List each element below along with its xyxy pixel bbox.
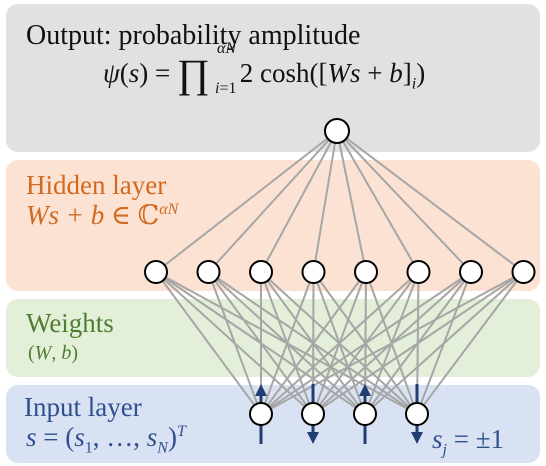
weight-edge <box>260 271 420 415</box>
hidden-node <box>301 260 326 284</box>
hidden-layer-formula: Ws + b ∈ ℂαN <box>26 200 179 230</box>
hidden-layer-title: Hidden layer <box>26 170 167 200</box>
output-node <box>324 118 350 144</box>
edge-hidden-output <box>260 130 338 273</box>
output-layer-panel <box>6 4 540 152</box>
input-layer-title: Input layer <box>24 392 142 422</box>
arrowhead-icon <box>359 384 371 396</box>
hidden-node <box>144 260 168 284</box>
output-formula: ψ(s) = ∏ αN i=1 2 cosh([Ws + b]i) <box>103 40 426 97</box>
arrowhead-icon <box>411 432 423 444</box>
hidden-node <box>354 260 378 284</box>
hidden-node <box>196 260 221 284</box>
edge-hidden-output <box>336 130 420 273</box>
weights-params: (W, b) <box>28 342 79 364</box>
spin-value-label: sj = ±1 <box>432 424 505 459</box>
weight-edge <box>260 271 524 415</box>
weight-edge <box>260 271 315 415</box>
weights-title: Weights <box>26 308 114 338</box>
weight-edge <box>207 271 262 415</box>
edge-hidden-output <box>336 130 525 273</box>
edge-hidden-output <box>207 130 338 273</box>
output-title: Output: probability amplitude <box>26 20 361 51</box>
hidden-node <box>459 260 483 284</box>
edge-hidden-output <box>336 130 472 273</box>
hidden-node <box>406 260 431 284</box>
weight-edge <box>155 271 262 415</box>
arrowhead-icon <box>255 384 267 396</box>
hidden-node <box>249 260 273 284</box>
input-node <box>353 402 377 426</box>
edge-hidden-output <box>155 130 338 273</box>
arrowhead-icon <box>307 432 319 444</box>
weight-edge <box>416 271 525 415</box>
input-node <box>405 402 429 426</box>
weight-edge <box>364 271 525 415</box>
input-layer-formula: s = (s1, …, sN)T <box>26 422 186 457</box>
input-node <box>249 402 273 426</box>
weight-edge <box>312 271 525 415</box>
edge-hidden-output <box>312 130 338 273</box>
weight-edge <box>260 271 472 415</box>
input-node <box>301 402 325 426</box>
weight-edge <box>260 271 367 415</box>
edge-hidden-output <box>336 130 367 273</box>
hidden-node <box>511 260 536 284</box>
